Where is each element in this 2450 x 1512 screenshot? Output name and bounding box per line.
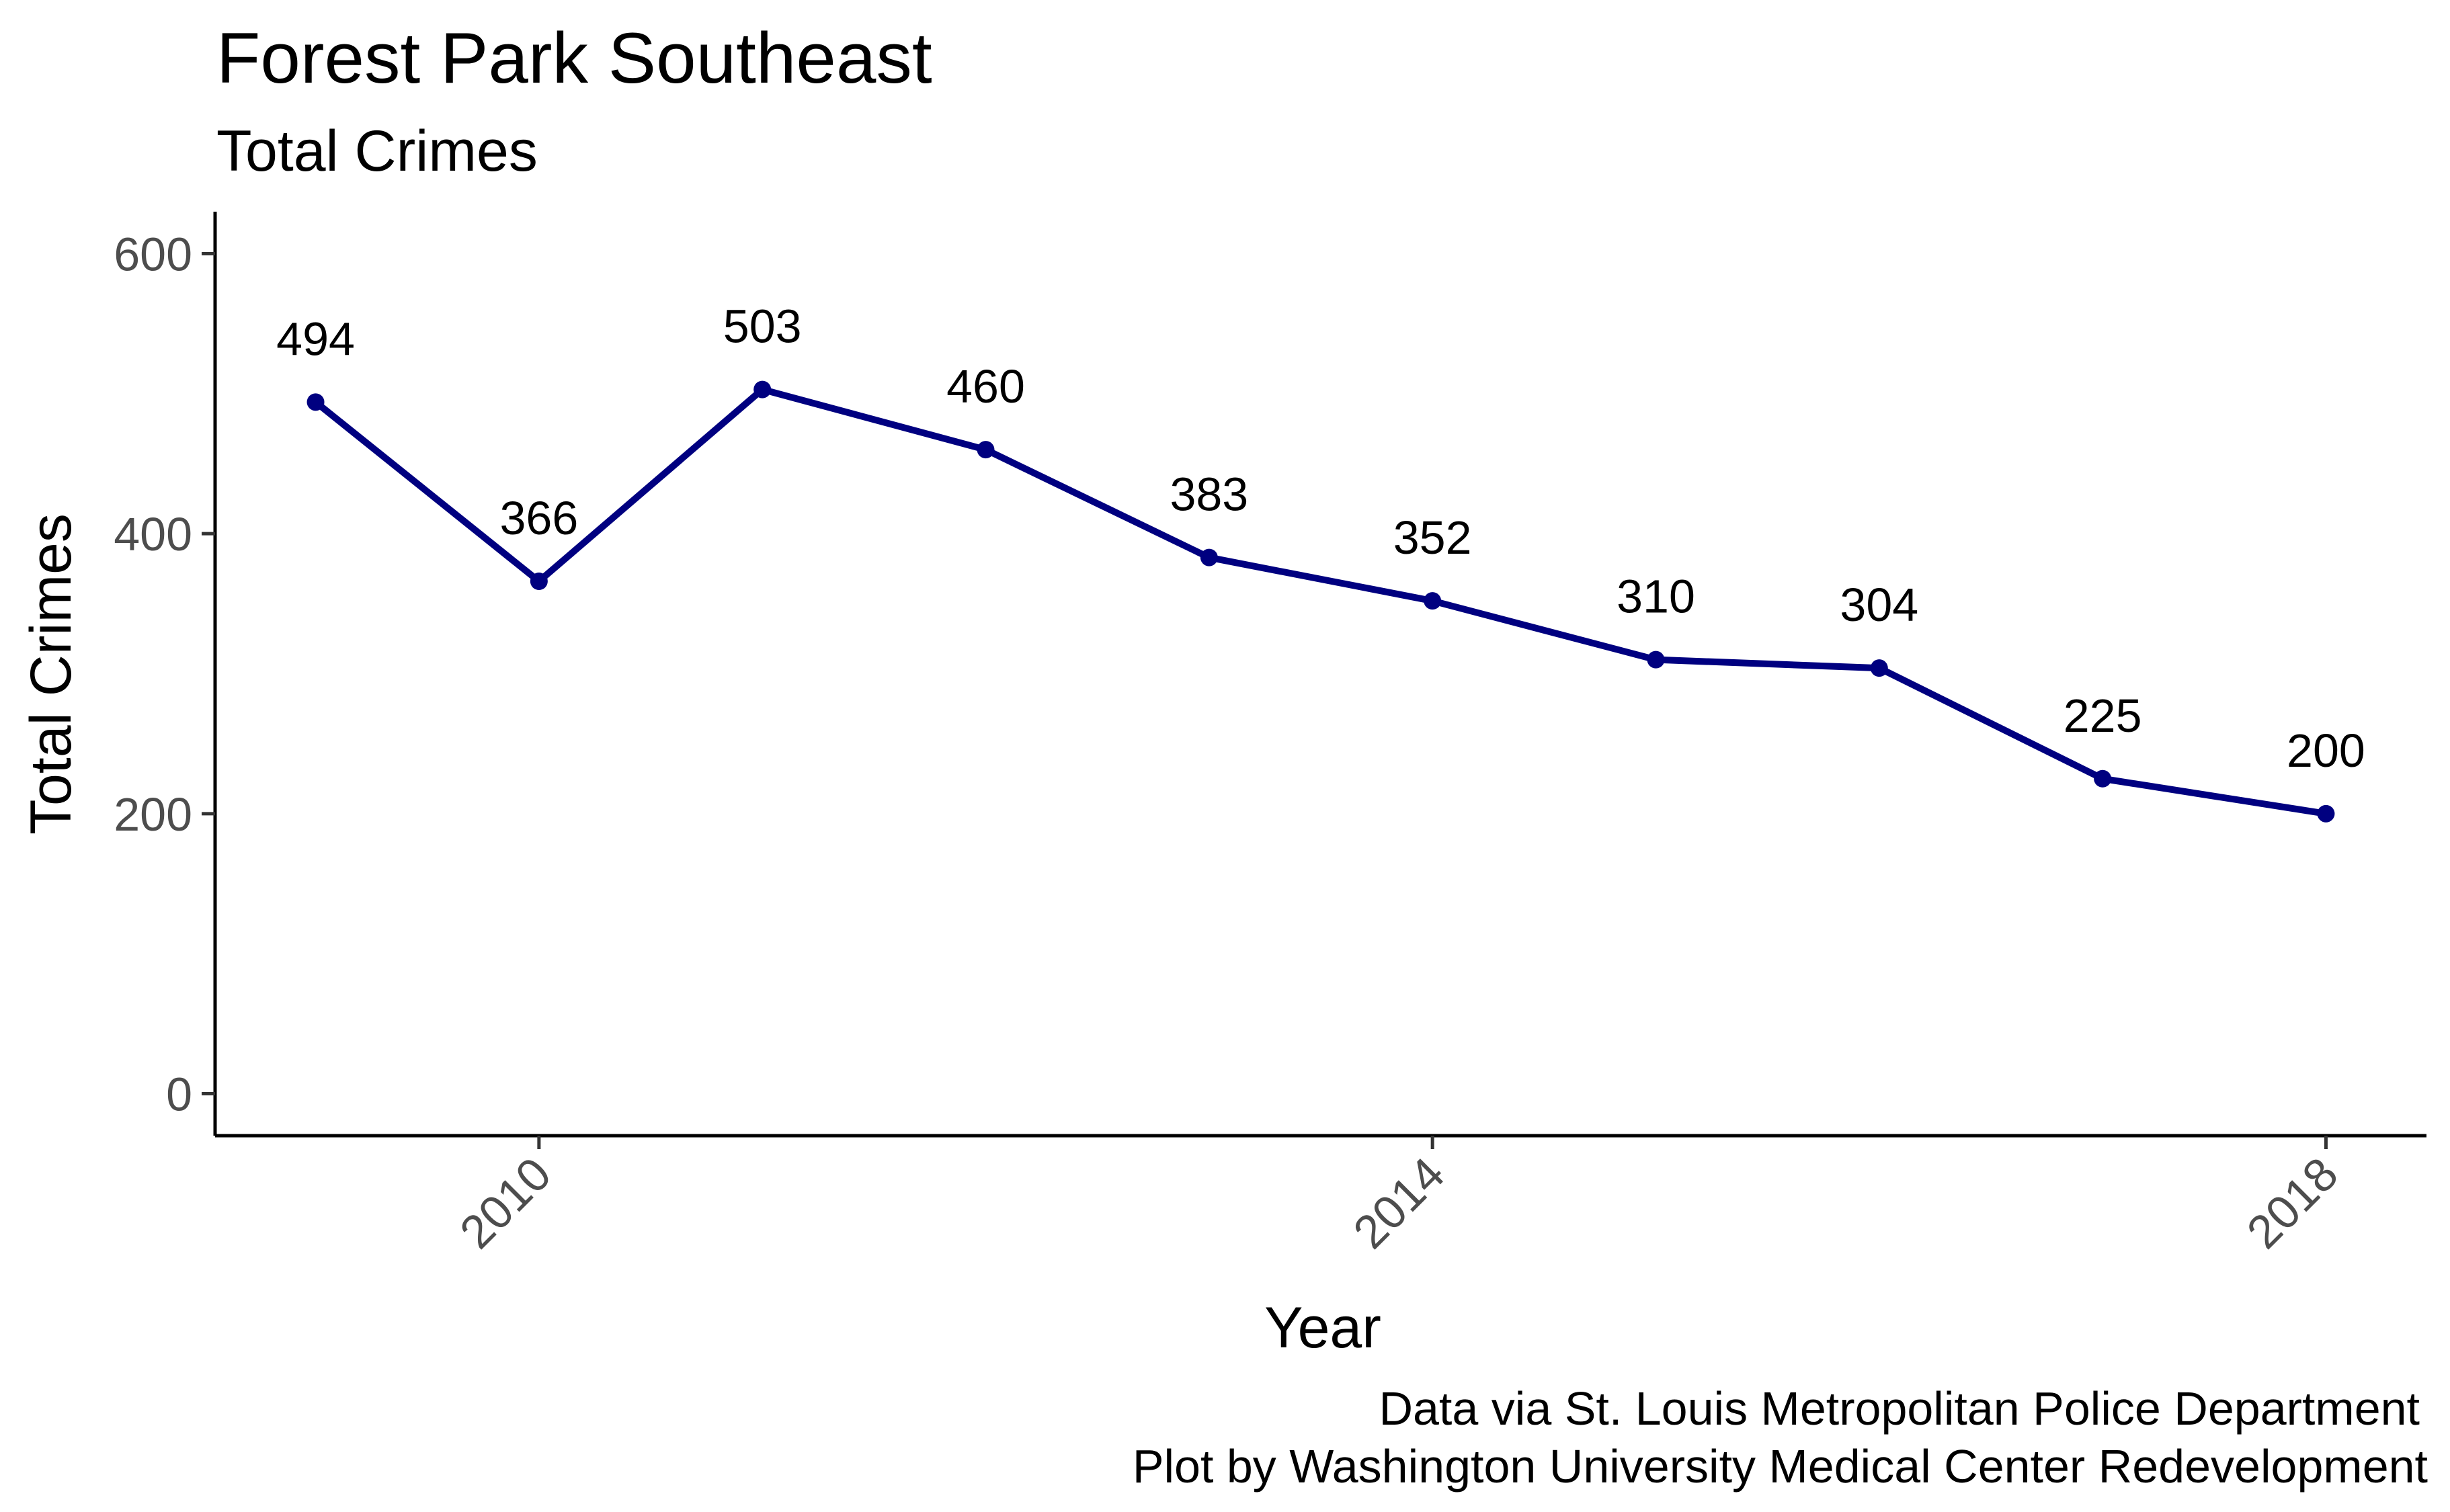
y-axis-title: Total Crimes <box>19 513 83 835</box>
y-tick-label-400: 400 <box>114 508 192 560</box>
data-label-2009: 494 <box>276 312 355 365</box>
data-point-2017 <box>2094 769 2112 788</box>
data-label-2017: 225 <box>2064 689 2142 742</box>
caption-source: Data via St. Louis Metropolitan Police D… <box>1379 1382 2420 1435</box>
caption-credit: Plot by Washington University Medical Ce… <box>1133 1440 2428 1493</box>
series-line <box>313 386 2327 817</box>
data-label-2012: 460 <box>946 360 1025 413</box>
y-tick-label-0: 0 <box>166 1068 192 1121</box>
data-point-2012 <box>977 441 995 459</box>
data-point-2015 <box>1647 650 1665 669</box>
x-tick-label-2014: 2014 <box>1343 1147 1454 1258</box>
data-point-2013 <box>1200 548 1218 566</box>
data-label-2018: 200 <box>2287 724 2365 777</box>
y-tick-label-600: 600 <box>114 228 192 281</box>
y-tick-label-200: 200 <box>114 788 192 841</box>
x-axis-title: Year <box>1264 1296 1381 1360</box>
data-label-2015: 310 <box>1617 571 1695 623</box>
data-label-2014: 352 <box>1393 511 1472 564</box>
data-point-2016 <box>1870 659 1888 677</box>
data-label-2013: 383 <box>1170 468 1248 521</box>
data-point-2011 <box>753 380 772 398</box>
data-point-2014 <box>1424 592 1442 610</box>
data-point-2009 <box>307 393 325 411</box>
data-point-2010 <box>530 573 548 590</box>
data-label-2016: 304 <box>1840 579 1918 631</box>
data-point-2018 <box>2317 804 2335 823</box>
data-label-2011: 503 <box>723 300 802 353</box>
plot-area: 0 200 400 600 2010 2014 2018 494 366 503 460 383 352… <box>114 212 2426 1259</box>
chart-subtitle: Total Crimes <box>216 119 538 183</box>
x-tick-label-2010: 2010 <box>450 1147 561 1258</box>
chart-title: Forest Park Southeast <box>216 17 932 98</box>
x-tick-label-2018: 2018 <box>2237 1147 2348 1258</box>
data-label-2010: 366 <box>499 492 578 544</box>
